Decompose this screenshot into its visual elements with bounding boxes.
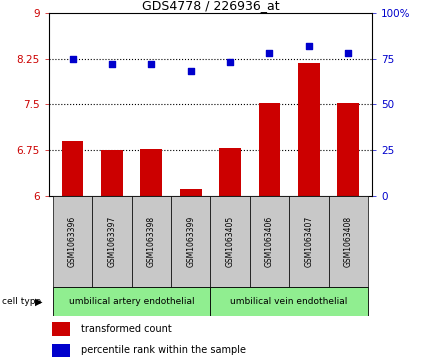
Text: GSM1063405: GSM1063405 (226, 216, 235, 267)
Text: GSM1063396: GSM1063396 (68, 216, 77, 267)
Title: GDS4778 / 226936_at: GDS4778 / 226936_at (142, 0, 279, 12)
Bar (337, 103, 359, 363)
Point (69, 56, 76, 61)
FancyBboxPatch shape (53, 287, 210, 316)
Point (108, 61, 115, 67)
Bar (219, 148, 241, 363)
Point (227, 59, 233, 65)
FancyBboxPatch shape (210, 196, 250, 287)
Bar (52, 344, 70, 357)
Text: transformed count: transformed count (81, 324, 172, 334)
Text: GSM1063408: GSM1063408 (344, 216, 353, 267)
Point (306, 43, 312, 49)
Text: GSM1063407: GSM1063407 (304, 216, 313, 267)
Text: umbilical vein endothelial: umbilical vein endothelial (230, 297, 348, 306)
FancyBboxPatch shape (329, 196, 368, 287)
Bar (52, 322, 70, 336)
FancyBboxPatch shape (210, 287, 368, 316)
Text: cell type: cell type (2, 297, 41, 306)
FancyBboxPatch shape (250, 196, 289, 287)
FancyBboxPatch shape (171, 196, 210, 287)
Bar (140, 149, 162, 363)
FancyBboxPatch shape (92, 196, 132, 287)
Bar (298, 64, 320, 363)
FancyBboxPatch shape (289, 196, 329, 287)
Point (345, 50, 351, 56)
Point (148, 61, 155, 67)
Bar (101, 150, 123, 363)
Text: GSM1063399: GSM1063399 (186, 216, 195, 267)
FancyBboxPatch shape (53, 196, 92, 287)
Point (187, 69, 194, 74)
Text: GSM1063406: GSM1063406 (265, 216, 274, 267)
Text: ▶: ▶ (35, 296, 43, 306)
FancyBboxPatch shape (132, 196, 171, 287)
Text: umbilical artery endothelial: umbilical artery endothelial (69, 297, 194, 306)
Point (266, 50, 273, 56)
Bar (259, 103, 280, 363)
Bar (62, 141, 83, 363)
Text: GSM1063398: GSM1063398 (147, 216, 156, 267)
Text: GSM1063397: GSM1063397 (108, 216, 116, 267)
Bar (180, 189, 201, 363)
Text: percentile rank within the sample: percentile rank within the sample (81, 345, 246, 355)
